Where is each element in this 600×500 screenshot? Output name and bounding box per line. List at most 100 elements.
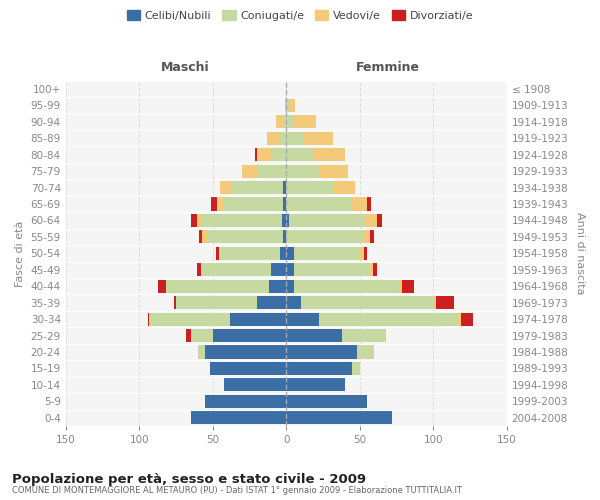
Text: Maschi: Maschi xyxy=(160,61,209,74)
Bar xyxy=(370,230,374,243)
Bar xyxy=(175,296,176,309)
Bar xyxy=(279,132,286,145)
Bar xyxy=(289,214,365,227)
Bar xyxy=(224,378,286,392)
Bar xyxy=(367,198,371,210)
Bar xyxy=(201,214,282,227)
Bar xyxy=(360,247,364,260)
Bar xyxy=(400,280,403,293)
Bar xyxy=(283,198,286,210)
Bar xyxy=(365,214,377,227)
Bar xyxy=(342,329,386,342)
Bar xyxy=(458,312,461,326)
Text: Popolazione per età, sesso e stato civile - 2009: Popolazione per età, sesso e stato civil… xyxy=(12,472,366,486)
Bar xyxy=(403,280,414,293)
Bar xyxy=(217,198,224,210)
Bar xyxy=(176,296,257,309)
Bar xyxy=(230,312,286,326)
Y-axis label: Fasce di età: Fasce di età xyxy=(15,220,25,286)
Bar xyxy=(373,263,377,276)
Bar xyxy=(186,329,191,342)
Bar xyxy=(286,263,293,276)
Bar xyxy=(357,346,374,358)
Bar xyxy=(301,296,433,309)
Bar xyxy=(276,115,283,128)
Bar xyxy=(286,296,301,309)
Bar xyxy=(352,198,367,210)
Bar xyxy=(148,312,149,326)
Bar xyxy=(461,312,473,326)
Bar xyxy=(293,280,400,293)
Bar xyxy=(271,148,286,162)
Bar xyxy=(304,132,333,145)
Bar xyxy=(201,263,271,276)
Bar xyxy=(242,164,257,177)
Bar xyxy=(280,247,286,260)
Bar xyxy=(286,198,352,210)
Bar xyxy=(433,296,436,309)
Bar xyxy=(293,115,316,128)
Bar xyxy=(333,181,355,194)
Bar xyxy=(271,263,286,276)
Bar xyxy=(286,181,333,194)
Bar xyxy=(313,148,345,162)
Text: COMUNE DI MONTEMAGGIORE AL METAURO (PU) - Dati ISTAT 1° gennaio 2009 - Elaborazi: COMUNE DI MONTEMAGGIORE AL METAURO (PU) … xyxy=(12,486,462,495)
Bar xyxy=(197,263,201,276)
Bar xyxy=(286,312,319,326)
Bar xyxy=(293,263,370,276)
Bar xyxy=(319,164,348,177)
Bar xyxy=(286,394,367,408)
Bar xyxy=(211,198,217,210)
Bar xyxy=(218,247,280,260)
Bar xyxy=(149,312,230,326)
Bar xyxy=(212,329,286,342)
Bar xyxy=(282,214,286,227)
Bar xyxy=(220,181,232,194)
Bar xyxy=(362,230,370,243)
Bar xyxy=(286,280,293,293)
Bar xyxy=(202,230,207,243)
Bar xyxy=(319,312,458,326)
Bar xyxy=(283,230,286,243)
Legend: Celibi/Nubili, Coniugati/e, Vedovi/e, Divorziati/e: Celibi/Nubili, Coniugati/e, Vedovi/e, Di… xyxy=(122,6,478,25)
Text: Femmine: Femmine xyxy=(356,61,419,74)
Bar xyxy=(198,346,205,358)
Bar xyxy=(352,362,360,375)
Bar xyxy=(286,164,319,177)
Bar xyxy=(267,132,279,145)
Bar xyxy=(283,115,286,128)
Bar xyxy=(166,280,269,293)
Bar xyxy=(286,411,392,424)
Bar xyxy=(286,148,313,162)
Bar xyxy=(207,230,283,243)
Bar xyxy=(436,296,454,309)
Bar xyxy=(232,181,283,194)
Bar xyxy=(293,247,360,260)
Bar xyxy=(370,263,373,276)
Bar xyxy=(377,214,382,227)
Bar xyxy=(286,214,289,227)
Y-axis label: Anni di nascita: Anni di nascita xyxy=(575,212,585,294)
Bar xyxy=(257,296,286,309)
Bar xyxy=(289,99,295,112)
Bar xyxy=(191,329,212,342)
Bar xyxy=(364,247,367,260)
Bar xyxy=(286,247,293,260)
Bar xyxy=(286,132,304,145)
Bar xyxy=(199,230,202,243)
Bar xyxy=(257,148,271,162)
Bar xyxy=(286,346,357,358)
Bar xyxy=(257,164,286,177)
Bar xyxy=(285,99,286,112)
Bar xyxy=(215,247,218,260)
Bar xyxy=(210,362,286,375)
Bar xyxy=(191,214,197,227)
Bar xyxy=(286,378,345,392)
Bar xyxy=(205,346,286,358)
Bar xyxy=(224,198,283,210)
Bar xyxy=(286,230,362,243)
Bar xyxy=(269,280,286,293)
Bar xyxy=(158,280,166,293)
Bar xyxy=(256,148,257,162)
Bar xyxy=(286,329,342,342)
